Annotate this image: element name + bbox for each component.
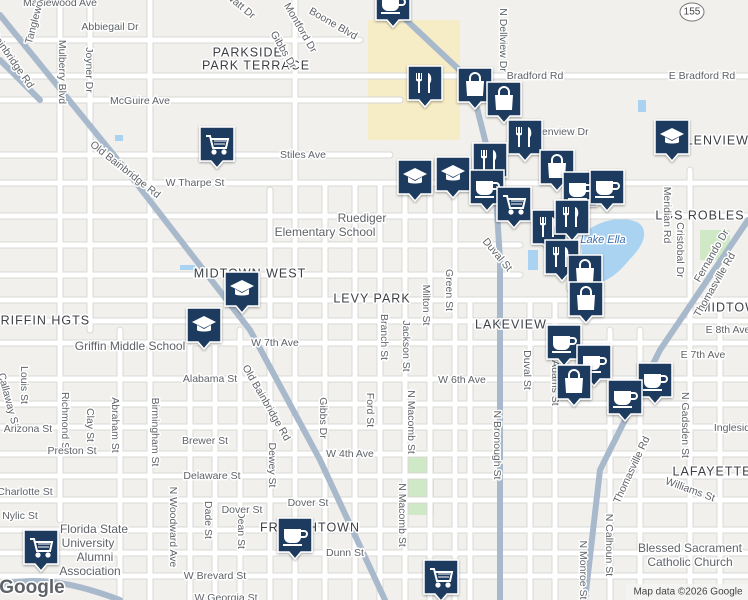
- street-label: W 4th Ave: [326, 448, 374, 460]
- street-label: W 6th Ave: [438, 374, 486, 386]
- street-label: Meridian Rd: [661, 187, 673, 244]
- street-label: N Bronough St: [491, 411, 503, 480]
- street-label: N Calhoun St: [603, 514, 615, 577]
- neighborhood-label: GRIFFIN HGTS: [0, 313, 90, 327]
- street-label: N Macomb St: [405, 390, 417, 454]
- street-label: Cristobal Dr: [674, 222, 686, 278]
- street-label: Bradford Rd: [507, 70, 564, 82]
- street-label: Abraham St: [109, 397, 121, 453]
- street-label: N Dellview Dr: [497, 8, 509, 72]
- poi-marker[interactable]: [569, 282, 603, 323]
- street-label: Brewer St: [182, 435, 228, 447]
- street-label: Clay St: [84, 408, 96, 442]
- street-label: E 8th Ave: [706, 324, 748, 336]
- poi-marker[interactable]: [655, 120, 689, 161]
- highway-shield: 155: [679, 2, 705, 22]
- street-label: N Monroe St: [577, 541, 589, 600]
- neighborhood-label: GLENVIEW: [675, 133, 748, 147]
- place-label: Elementary School: [275, 225, 376, 239]
- street-label: Delaware St: [183, 470, 240, 482]
- poi-marker[interactable]: [424, 560, 458, 600]
- street-label: Richmond St: [59, 392, 71, 452]
- poi-marker[interactable]: [24, 530, 58, 571]
- street-label: Louis St: [18, 366, 30, 404]
- street-label: N Macomb St: [396, 483, 408, 547]
- street-label: N Woodward Ave: [167, 487, 179, 568]
- poi-marker[interactable]: [508, 120, 542, 161]
- street-label: Duval St: [521, 350, 533, 390]
- street-label: Ingleside Ave: [714, 422, 748, 434]
- street-label: Dade St: [202, 501, 214, 539]
- street-label: Alabama St: [183, 373, 237, 385]
- street-label: Ford St: [364, 393, 376, 428]
- street-label: McGuire Ave: [110, 95, 170, 107]
- street-label: Nylic St: [2, 510, 38, 522]
- street-label: Dover St: [222, 504, 263, 516]
- street-label: N Gadsden St: [679, 392, 691, 458]
- attribution: Map data ©2026 Google: [633, 587, 743, 598]
- street-label: W Tharpe St: [166, 177, 225, 189]
- neighborhood-label: PARK TERRACE: [202, 58, 310, 72]
- poi-marker[interactable]: [200, 127, 234, 168]
- street-label: Charlotte St: [0, 486, 53, 498]
- place-label: University: [62, 536, 115, 550]
- neighborhood-label: LOS ROBLES: [655, 208, 744, 222]
- street-label: Preston St: [47, 445, 96, 457]
- street-label: W Brevard St: [184, 570, 247, 582]
- place-label: Florida State: [60, 522, 128, 536]
- street-label: E 7th Ave: [681, 349, 726, 361]
- street-label: Maplewood Ave: [23, 0, 97, 9]
- street-label: Stiles Ave: [280, 149, 326, 161]
- street-label: Mulberry Blvd: [56, 40, 68, 104]
- street-label: Dewey St: [266, 443, 278, 488]
- street-label: Milton St: [420, 285, 432, 326]
- street-label: Thomasville Rd: [611, 434, 653, 505]
- place-label: Griffin Middle School: [75, 339, 186, 353]
- street-label: Jackson St: [400, 320, 412, 371]
- place-label: Association: [59, 564, 120, 578]
- street-label: Branch St: [378, 314, 390, 360]
- place-label: Ruediger: [338, 211, 387, 225]
- neighborhood-label: LAKEVIEW: [475, 317, 547, 331]
- neighborhood-label: LAFAYETTE: [673, 464, 748, 478]
- street-label: W 7th Ave: [251, 337, 299, 349]
- poi-marker[interactable]: [487, 82, 521, 123]
- poi-marker[interactable]: [436, 157, 470, 198]
- street-label: Glenview Dr: [531, 126, 589, 138]
- street-label: Watt Dr: [223, 0, 258, 22]
- shield-label: 155: [684, 7, 701, 18]
- street-label: Abbiegail Dr: [81, 21, 139, 33]
- place-label: Lake Ella: [580, 234, 625, 246]
- attribution-bg: [626, 584, 748, 600]
- street-label: Dunn St: [326, 547, 364, 559]
- street-label: Green St: [443, 269, 455, 311]
- street-label: Birmingham St: [149, 398, 161, 467]
- place-label: Alumni: [77, 550, 114, 564]
- street-label: Joyner Dr: [83, 47, 95, 93]
- street-label: Arizona St: [4, 423, 53, 435]
- place-label: Blessed Sacrament: [638, 541, 743, 555]
- street-label: E Bradford Rd: [669, 70, 736, 82]
- street-label: Dean St: [235, 511, 247, 549]
- neighborhood-label: PARKSIDE/: [213, 45, 288, 59]
- street-label: W Georgia St: [194, 592, 257, 600]
- google-logo: Google: [0, 577, 65, 598]
- neighborhood-label: MIDTOWN: [700, 300, 748, 314]
- street-label: Gibbs Dr: [317, 397, 329, 439]
- street-label: Dover St: [288, 497, 329, 509]
- neighborhood-label: LEVY PARK: [333, 291, 410, 305]
- place-label: Catholic Church: [647, 555, 732, 569]
- poi-marker[interactable]: [497, 187, 531, 228]
